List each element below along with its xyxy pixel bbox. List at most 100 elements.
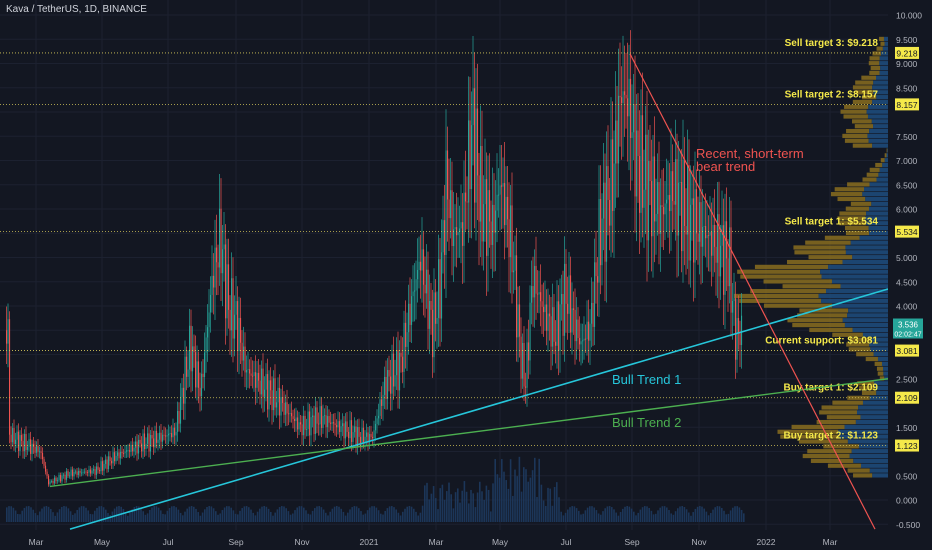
volume-bar — [314, 508, 316, 522]
profile-bar-right — [879, 167, 888, 172]
candle-body — [372, 436, 374, 439]
candle-body — [615, 120, 617, 164]
volume-bar — [413, 508, 415, 522]
candle-body — [120, 451, 122, 459]
candle-body — [252, 375, 254, 377]
profile-bar-left — [809, 327, 853, 333]
profile-bar-left — [733, 293, 819, 299]
volume-bar — [329, 511, 331, 522]
candle-body — [690, 204, 692, 261]
candle-body — [430, 300, 432, 310]
bull-trend-1-line — [69, 288, 889, 530]
volume-bar — [241, 508, 243, 522]
profile-bar-right — [884, 158, 888, 163]
volume-bar — [320, 507, 323, 522]
candle-body — [6, 330, 8, 344]
profile-bar-right — [862, 332, 888, 337]
candle-body — [214, 247, 216, 288]
candle-body — [270, 380, 272, 391]
candle-body — [480, 146, 482, 222]
candle-body — [235, 301, 237, 315]
volume-bar — [186, 508, 188, 522]
candle-body — [312, 415, 314, 418]
profile-bar-left — [886, 148, 888, 153]
candle-body — [333, 422, 335, 424]
candle-body — [247, 369, 249, 371]
candle-body — [292, 416, 294, 419]
volume-bar — [729, 510, 732, 522]
profile-bar-right — [845, 250, 888, 255]
candle-body — [559, 304, 561, 351]
profile-bar-right — [883, 366, 888, 371]
candle-body — [273, 378, 275, 411]
candle-body — [466, 201, 468, 203]
volume-bar — [410, 506, 413, 522]
candle-body — [735, 298, 737, 360]
candle-body — [420, 261, 422, 271]
candle-body — [691, 198, 693, 205]
volume-bar — [481, 491, 483, 522]
profile-bar-left — [845, 206, 870, 211]
candle-body — [115, 455, 117, 462]
candle-body — [102, 461, 104, 471]
candle-body — [546, 304, 548, 331]
volume-bar — [404, 508, 406, 522]
candle-body — [238, 317, 240, 352]
candle-body — [22, 440, 24, 452]
candle-body — [187, 369, 189, 377]
profile-bar-left — [844, 104, 869, 109]
candle-body — [538, 292, 540, 295]
volume-bar — [131, 509, 133, 522]
volume-bar — [657, 510, 659, 522]
symbol-header: Kava / TetherUS, 1D, BINANCE — [6, 4, 147, 15]
candle-body — [219, 208, 221, 268]
candle-body — [586, 321, 588, 340]
candle-body — [558, 301, 560, 351]
candle-body — [670, 171, 672, 212]
candle-body — [415, 279, 417, 291]
profile-bar-right — [873, 124, 888, 129]
candle-body — [672, 171, 674, 202]
volume-bar — [223, 507, 226, 522]
candle-body — [639, 155, 641, 213]
bear-trend-label: bear trend — [696, 159, 755, 174]
candle-body — [177, 411, 179, 432]
volume-bar — [593, 507, 595, 522]
volume-bar — [100, 506, 103, 522]
volume-bar — [707, 515, 710, 522]
candle-body — [285, 402, 287, 415]
profile-bar-left — [787, 318, 843, 323]
time-tick: 2022 — [757, 537, 776, 547]
volume-bar — [50, 509, 52, 522]
candle-body — [289, 413, 291, 414]
volume-bar — [738, 507, 741, 522]
candle-body — [535, 265, 537, 294]
profile-bar-left — [845, 225, 869, 231]
candle-body — [534, 265, 536, 298]
volume-bar — [487, 489, 490, 522]
candle-body — [246, 370, 248, 373]
profile-bar-left — [794, 250, 846, 255]
volume-bar — [30, 507, 32, 522]
profile-bar-left — [857, 381, 875, 386]
volume-bar — [243, 506, 246, 522]
volume-bar — [479, 481, 481, 522]
candle-body — [462, 222, 464, 246]
volume-profile — [733, 36, 888, 478]
profile-bar-right — [865, 196, 888, 202]
candle-body — [207, 327, 209, 338]
profile-bar-left — [845, 230, 870, 236]
volume-bar — [613, 509, 615, 522]
volume-bar — [395, 509, 397, 522]
profile-bar-right — [868, 138, 888, 143]
candle-body — [652, 156, 654, 237]
candle-body — [99, 469, 101, 472]
volume-bar — [573, 506, 576, 522]
candle-body — [93, 469, 95, 471]
candle-body — [255, 372, 257, 388]
candle-body — [460, 222, 462, 229]
profile-bar-left — [834, 187, 865, 192]
volume-bar — [575, 508, 578, 522]
candle-body — [64, 474, 66, 480]
